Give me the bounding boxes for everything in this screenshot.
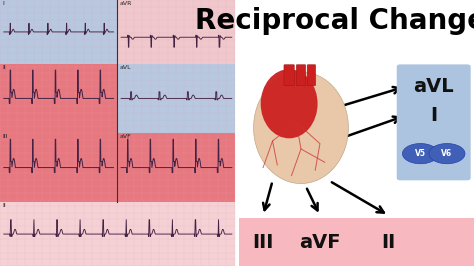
Bar xyxy=(0,202,235,266)
Bar xyxy=(0,133,235,202)
FancyBboxPatch shape xyxy=(397,64,471,180)
Text: II: II xyxy=(382,232,396,252)
Text: V6: V6 xyxy=(441,149,453,158)
Text: II: II xyxy=(2,203,6,209)
Text: V5: V5 xyxy=(415,149,426,158)
FancyBboxPatch shape xyxy=(296,65,306,86)
Text: aVF: aVF xyxy=(299,232,341,252)
Circle shape xyxy=(429,144,465,164)
Circle shape xyxy=(402,144,438,164)
Text: I: I xyxy=(2,1,4,6)
Bar xyxy=(117,64,235,133)
Bar xyxy=(239,218,474,266)
Text: aVL: aVL xyxy=(413,77,454,96)
FancyBboxPatch shape xyxy=(307,65,316,86)
Ellipse shape xyxy=(261,69,318,138)
Text: aVL: aVL xyxy=(119,65,131,70)
Bar xyxy=(0,64,117,133)
Text: II: II xyxy=(2,65,6,70)
Text: aVF: aVF xyxy=(119,134,131,139)
Text: I: I xyxy=(430,106,438,125)
FancyBboxPatch shape xyxy=(284,65,294,86)
Ellipse shape xyxy=(254,72,348,184)
Bar xyxy=(0,0,117,64)
Bar xyxy=(117,0,235,64)
Text: III: III xyxy=(2,134,8,139)
Text: aVR: aVR xyxy=(119,1,132,6)
Text: III: III xyxy=(252,232,274,252)
Text: Reciprocal Changes: Reciprocal Changes xyxy=(195,7,474,35)
